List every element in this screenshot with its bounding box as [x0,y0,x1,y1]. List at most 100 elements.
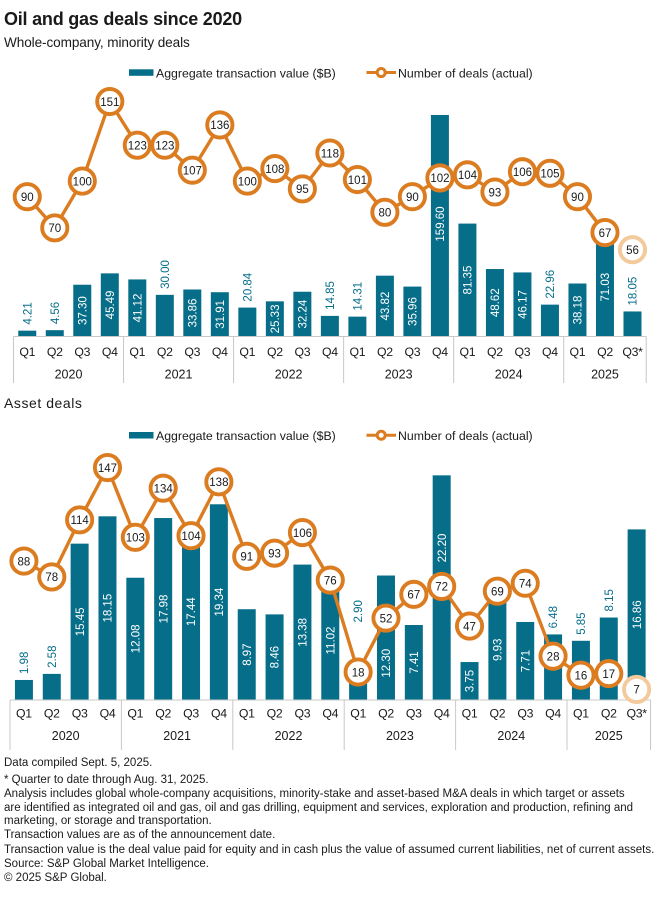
svg-text:Q3: Q3 [295,707,311,721]
svg-text:2025: 2025 [591,368,619,382]
svg-text:2022: 2022 [275,729,303,743]
svg-text:15.45: 15.45 [75,607,87,636]
svg-text:17: 17 [602,669,615,681]
svg-text:Q2: Q2 [601,707,617,721]
svg-text:43.82: 43.82 [380,292,392,321]
svg-text:Q4: Q4 [322,345,338,359]
svg-text:Q2: Q2 [47,345,63,359]
svg-text:95: 95 [296,184,309,196]
svg-text:Q4: Q4 [322,707,338,721]
svg-text:30.00: 30.00 [160,260,172,289]
svg-text:Q2: Q2 [155,707,171,721]
svg-text:108: 108 [265,164,284,176]
svg-text:114: 114 [70,515,89,527]
svg-text:Q2: Q2 [267,345,283,359]
svg-text:Q1: Q1 [570,345,586,359]
svg-text:105: 105 [540,169,559,181]
svg-text:28: 28 [547,651,560,663]
svg-text:2021: 2021 [165,368,193,382]
svg-text:Number of deals (actual): Number of deals (actual) [398,66,533,80]
svg-text:103: 103 [126,533,145,545]
svg-text:Q4: Q4 [434,707,450,721]
svg-text:52: 52 [380,613,393,625]
svg-text:136: 136 [210,120,229,132]
svg-text:Q1: Q1 [462,707,478,721]
svg-text:2023: 2023 [386,729,414,743]
svg-text:67: 67 [407,590,420,602]
svg-text:123: 123 [128,140,147,152]
svg-text:Q4: Q4 [102,345,118,359]
svg-text:78: 78 [45,572,58,584]
svg-text:Q4: Q4 [100,707,116,721]
svg-text:90: 90 [21,192,34,204]
svg-text:70: 70 [48,223,61,235]
svg-text:11.02: 11.02 [325,627,337,655]
svg-text:2020: 2020 [52,729,80,743]
svg-text:33.86: 33.86 [187,299,199,328]
svg-text:69: 69 [491,586,504,598]
svg-text:Q3: Q3 [184,345,200,359]
svg-text:Q3: Q3 [183,707,199,721]
svg-text:Q2: Q2 [157,345,173,359]
svg-text:Q2: Q2 [267,707,283,721]
svg-text:38.18: 38.18 [573,296,585,325]
svg-text:6.48: 6.48 [548,606,560,628]
svg-text:56: 56 [626,245,639,257]
svg-text:134: 134 [154,483,174,495]
svg-text:71.03: 71.03 [600,273,612,302]
svg-text:100: 100 [238,176,257,188]
svg-text:46.17: 46.17 [518,290,530,319]
svg-text:14.31: 14.31 [353,282,365,311]
svg-text:17.44: 17.44 [186,597,198,626]
svg-text:Q3: Q3 [404,345,420,359]
svg-text:2022: 2022 [275,368,303,382]
svg-text:2.58: 2.58 [47,645,59,667]
svg-text:Q1: Q1 [127,707,143,721]
svg-text:2023: 2023 [385,368,413,382]
svg-text:22.96: 22.96 [545,270,557,299]
svg-text:31.91: 31.91 [215,300,227,329]
svg-text:104: 104 [458,170,478,182]
svg-text:14.85: 14.85 [325,281,337,310]
svg-text:Q2: Q2 [489,707,505,721]
svg-text:7.41: 7.41 [409,651,421,673]
svg-text:18: 18 [352,667,365,679]
svg-text:Q1: Q1 [239,707,255,721]
svg-text:5.85: 5.85 [576,612,588,634]
svg-text:2025: 2025 [595,729,623,743]
svg-text:9.93: 9.93 [493,639,505,661]
svg-text:Q3*: Q3* [622,345,643,359]
svg-text:4.56: 4.56 [50,302,62,324]
svg-text:Q3: Q3 [406,707,422,721]
svg-text:Q3*: Q3* [626,707,647,721]
svg-text:47: 47 [463,621,476,633]
svg-text:147: 147 [98,463,117,475]
svg-text:Q1: Q1 [16,707,32,721]
svg-text:2.90: 2.90 [353,600,365,622]
svg-text:12.08: 12.08 [130,624,142,653]
svg-text:93: 93 [489,187,502,199]
svg-text:17.98: 17.98 [158,595,170,624]
svg-text:72: 72 [435,582,448,594]
svg-text:7: 7 [633,685,639,697]
svg-text:107: 107 [183,165,202,177]
svg-text:18.15: 18.15 [103,594,115,623]
svg-text:20.84: 20.84 [242,272,254,301]
svg-text:32.24: 32.24 [298,299,310,328]
svg-text:159.60: 159.60 [435,206,447,241]
svg-text:Number of deals (actual): Number of deals (actual) [398,429,533,443]
svg-text:74: 74 [519,579,532,591]
svg-text:Aggregate transaction value ($: Aggregate transaction value ($B) [156,66,336,80]
svg-text:2021: 2021 [163,729,191,743]
svg-text:19.34: 19.34 [214,587,226,616]
svg-text:4.21: 4.21 [22,302,34,324]
svg-text:18.05: 18.05 [628,277,640,306]
svg-text:76: 76 [324,575,337,587]
svg-text:2020: 2020 [55,368,83,382]
svg-text:16: 16 [575,670,588,682]
svg-text:90: 90 [406,192,419,204]
svg-text:Q3: Q3 [517,707,533,721]
svg-text:37.30: 37.30 [77,296,89,325]
svg-text:67: 67 [599,228,612,240]
svg-text:3.75: 3.75 [465,670,477,692]
